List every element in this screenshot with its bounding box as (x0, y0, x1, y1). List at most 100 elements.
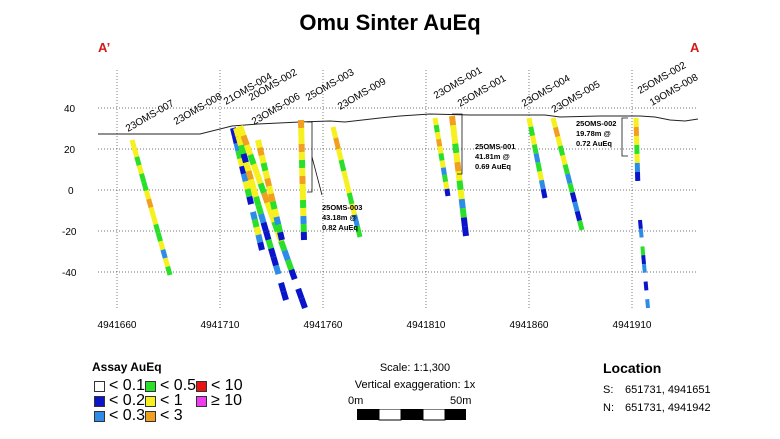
assay-segment (434, 131, 442, 140)
assay-segment (333, 137, 341, 150)
location-title: Location (603, 360, 662, 376)
assay-segment (257, 182, 267, 195)
intercept-hole: 25OMS-003 (322, 203, 362, 212)
scale-block: Scale: 1:1,300 Vertical exaggeration: 1x… (330, 362, 500, 421)
legend-item: < 0.5 (145, 377, 196, 395)
assay-segment (528, 126, 536, 137)
assay-segment (432, 117, 439, 126)
assay-segment (569, 192, 578, 203)
assay-segment (278, 281, 287, 293)
assay-segment (642, 272, 648, 282)
legend-item: < 3 (145, 407, 183, 425)
legend-item: < 1 (145, 392, 183, 410)
assay-segment (150, 215, 159, 226)
assay-segment (562, 164, 570, 175)
y-tick-label: 40 (64, 104, 76, 115)
location-key: N: (603, 402, 614, 414)
figure-title: Omu Sinter AuEq (299, 10, 481, 35)
assay-segment (153, 223, 161, 234)
assay-segment (454, 161, 462, 172)
assay-segment (240, 134, 250, 147)
assay-segment (438, 153, 445, 161)
assay-segment (237, 157, 245, 167)
assay-segment (270, 256, 279, 267)
legend-swatch (94, 410, 105, 422)
assay-segment (533, 153, 541, 163)
assay-segment (139, 173, 147, 183)
legend-label: < 0.1 (109, 377, 146, 394)
legend-swatch (94, 380, 105, 392)
legend-label: < 0.5 (160, 377, 197, 394)
intercept-grade: 0.69 AuEq (475, 162, 511, 171)
intercept-hole: 25OMS-001 (475, 142, 515, 151)
assay-segment (160, 249, 168, 259)
location-value: 651731, 4941651 (625, 384, 711, 396)
assay-segment (244, 144, 254, 156)
assay-segment (441, 174, 449, 183)
assay-segment (641, 255, 646, 265)
assay-segment (248, 203, 256, 213)
assay-segment (243, 161, 252, 172)
assay-segment (263, 230, 272, 241)
assay-segment (268, 193, 276, 203)
assay-segment (285, 259, 295, 271)
assay-segment (273, 264, 282, 276)
assay-segment (344, 181, 352, 194)
assay-segment (461, 226, 469, 237)
legend-label: < 10 (211, 377, 243, 394)
assay-segment (268, 247, 277, 258)
assay-segment (262, 170, 271, 180)
assay-segment (278, 239, 288, 252)
assay-segment (158, 240, 166, 251)
hole-label: 23OMS-007 (124, 98, 177, 135)
location-row-north: N: 651731, 4941942 (603, 402, 711, 414)
drill-holes (129, 115, 650, 310)
assay-segment (231, 134, 240, 144)
assay-segment (250, 187, 259, 198)
x-tick-label: 4941660 (98, 320, 137, 331)
assay-segment (453, 152, 461, 163)
legend-swatch (94, 395, 105, 407)
assay-segment (253, 195, 262, 207)
assay-segment (155, 232, 163, 242)
legend-swatch (145, 395, 156, 407)
assay-segment (338, 159, 347, 172)
assay-segment (271, 208, 280, 218)
hole-label: 23OMS-008 (172, 91, 225, 128)
assay-segment (640, 246, 646, 256)
scale-end-label: 50m (450, 395, 472, 407)
assay-segment (148, 206, 156, 217)
assay-segment (162, 257, 171, 268)
assay-segment (433, 124, 440, 133)
assay-segment (237, 124, 247, 137)
assay-segment (235, 135, 244, 147)
y-tick-label: 20 (64, 145, 76, 156)
assay-segment (335, 148, 344, 161)
assay-segment (352, 214, 360, 227)
scale-text: Scale: 1:1,300 (379, 362, 451, 374)
assay-segment (526, 117, 534, 128)
assay-segment (577, 220, 585, 231)
assay-segment (638, 219, 643, 229)
assay-segment (244, 188, 253, 198)
assay-segment (256, 146, 265, 157)
location-row-south: S: 651731, 4941651 (603, 384, 711, 396)
scale-start-label: 0m (348, 395, 364, 407)
assay-segment (260, 162, 269, 172)
legend-item: ≥ 10 (196, 392, 242, 410)
assay-segment (530, 135, 537, 146)
assay-segment (233, 142, 242, 152)
legend-item: < 0.1 (94, 377, 145, 395)
legend-label: < 0.2 (109, 392, 146, 409)
scale-bar (357, 409, 466, 421)
location-key: S: (603, 384, 614, 396)
assay-segment (275, 223, 284, 234)
assay-segment (565, 173, 573, 184)
assay-segment (239, 165, 247, 175)
assay-segment (255, 204, 264, 215)
assay-segment (341, 170, 349, 183)
assay-segment (349, 203, 358, 216)
legend-swatch (196, 380, 207, 392)
section-end-right-label: A (690, 40, 700, 55)
